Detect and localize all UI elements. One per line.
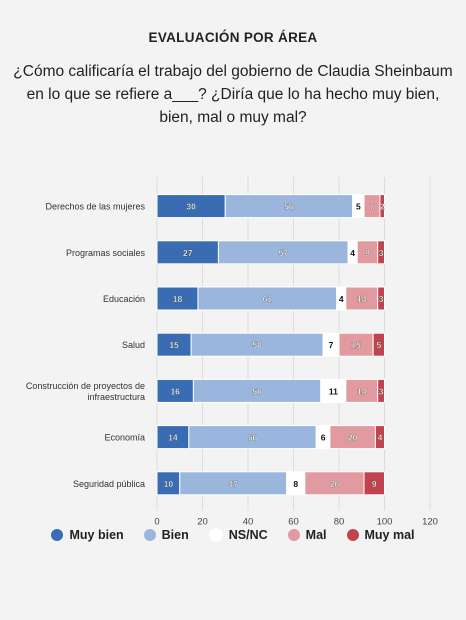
data-label: 14 — [357, 386, 367, 396]
legend-label: Mal — [305, 528, 327, 542]
data-label: 56 — [248, 433, 258, 443]
legend: Muy bien Bien NS/NC Mal Muy mal — [0, 528, 466, 542]
data-label: 14 — [168, 433, 178, 443]
data-label: 4 — [350, 248, 355, 258]
category-label: Economía — [104, 433, 145, 443]
data-label: 11 — [329, 386, 338, 396]
question-line: en lo que se refiere a___? ¿Diría que lo… — [26, 86, 440, 103]
legend-item: Mal — [287, 528, 327, 542]
legend-label: Muy mal — [364, 528, 415, 542]
x-tick-label: 80 — [334, 516, 345, 527]
data-label: 5 — [356, 202, 361, 212]
data-label: 27 — [183, 248, 193, 258]
question-line: ¿Cómo calificaría el trabajo del gobiern… — [13, 63, 453, 80]
category-label: Derechos de las mujeres — [45, 202, 145, 212]
data-label: 16 — [170, 386, 180, 396]
data-label: 15 — [351, 340, 361, 350]
legend-item: Bien — [143, 528, 189, 542]
bar-segment — [374, 425, 385, 450]
category-label: Educación — [103, 294, 145, 304]
data-label: 4 — [339, 294, 344, 304]
data-label: 30 — [186, 202, 196, 212]
data-label: 56 — [284, 202, 294, 212]
data-label: 14 — [357, 294, 367, 304]
category-label: Programas sociales — [66, 248, 146, 258]
bar-segment — [377, 240, 385, 265]
data-label: 18 — [173, 294, 183, 304]
data-label: 7 — [370, 202, 375, 212]
data-label: 9 — [365, 248, 370, 258]
question-text: ¿Cómo calificaría el trabajo del gobiern… — [0, 60, 466, 129]
legend-swatch — [143, 529, 156, 541]
legend-label: Muy bien — [69, 528, 124, 542]
legend-item: NS/NC — [208, 528, 268, 542]
data-label: 58 — [252, 340, 262, 350]
data-label: 10 — [164, 479, 174, 489]
bar-segment — [379, 194, 386, 219]
data-label: 9 — [372, 479, 377, 489]
bar-segment — [377, 286, 385, 311]
chart-title: EVALUACIÓN POR ÁREA — [148, 30, 318, 45]
legend-item: Muy mal — [346, 528, 415, 542]
data-label: 57 — [279, 248, 289, 258]
x-tick-label: 40 — [243, 516, 254, 527]
data-label: 47 — [228, 479, 238, 489]
category-label: Seguridad pública — [73, 479, 145, 489]
data-label: 2 — [380, 202, 385, 212]
legend-swatch — [51, 529, 64, 541]
data-label: 5 — [376, 340, 381, 350]
legend-swatch — [346, 529, 359, 541]
legend-item: Muy bien — [51, 528, 124, 542]
legend-label: Bien — [161, 528, 189, 542]
x-tick-label: 20 — [197, 516, 208, 527]
question-line: bien, mal o muy mal? — [159, 109, 307, 126]
data-label: 8 — [293, 479, 298, 489]
data-label: 15 — [169, 340, 179, 350]
data-label: 6 — [321, 433, 326, 443]
x-tick-label: 60 — [288, 516, 299, 527]
x-tick-label: 120 — [422, 516, 438, 527]
data-label: 4 — [378, 433, 383, 443]
data-label: 3 — [379, 386, 384, 396]
data-label: 26 — [330, 479, 340, 489]
bar-segment — [377, 378, 385, 403]
bar-segment — [363, 471, 385, 496]
data-label: 61 — [263, 294, 273, 304]
bar-segment — [372, 332, 385, 357]
legend-label: NS/NC — [228, 528, 268, 542]
data-label: 56 — [252, 386, 262, 396]
legend-swatch — [287, 529, 300, 541]
legend-swatch — [208, 528, 223, 542]
category-label: Salud — [122, 340, 145, 350]
data-label: 3 — [379, 294, 384, 304]
data-label: 7 — [329, 340, 334, 350]
x-tick-label: 100 — [377, 516, 393, 527]
data-label: 3 — [379, 248, 384, 258]
category-label: Construcción de proyectos de infraestruct… — [26, 381, 145, 402]
data-label: 20 — [348, 433, 358, 443]
x-tick-label: 0 — [154, 516, 159, 527]
